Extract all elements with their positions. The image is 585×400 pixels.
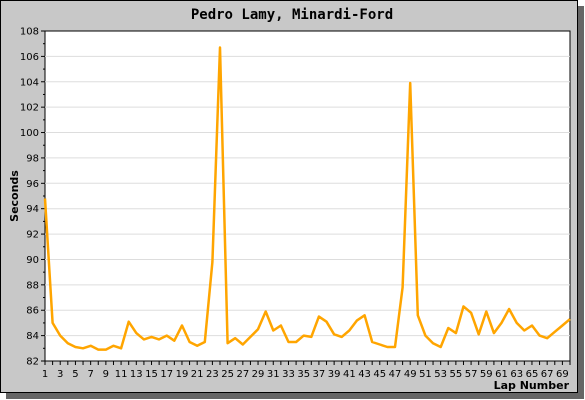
gridlines — [45, 55, 570, 337]
x-tick-label: 21 — [191, 369, 204, 380]
x-tick-label: 47 — [389, 369, 402, 380]
x-tick-label: 23 — [206, 369, 219, 380]
x-axis-label: Lap Number — [494, 379, 570, 392]
x-tick-label: 11 — [115, 369, 128, 380]
x-tick-label: 15 — [145, 369, 158, 380]
x-tick-label: 67 — [541, 369, 554, 380]
x-tick-label: 29 — [252, 369, 265, 380]
x-tick-label: 41 — [343, 369, 356, 380]
x-tick-label: 3 — [57, 369, 63, 380]
x-tick-label: 31 — [267, 369, 280, 380]
y-tick-label: 92 — [26, 230, 39, 241]
y-tick-label: 104 — [20, 77, 39, 88]
x-tick-label: 1 — [42, 369, 48, 380]
y-tick-label: 88 — [26, 280, 39, 291]
x-tick-label: 55 — [450, 369, 463, 380]
x-tick-label: 49 — [404, 369, 417, 380]
series-line-lap-times — [43, 46, 571, 351]
y-tick-label: 100 — [20, 128, 39, 139]
x-tick-label: 25 — [221, 369, 234, 380]
x-tick-label: 13 — [130, 369, 143, 380]
x-tick-label: 61 — [495, 369, 508, 380]
y-tick-label: 94 — [26, 204, 39, 215]
chart-title: Pedro Lamy, Minardi-Ford — [191, 7, 393, 23]
x-tick-label: 37 — [313, 369, 326, 380]
x-tick-label: 33 — [282, 369, 295, 380]
x-tick-label: 51 — [419, 369, 432, 380]
x-tick-label: 59 — [480, 369, 493, 380]
x-tick-label: 19 — [176, 369, 189, 380]
x-tick-label: 53 — [434, 369, 447, 380]
y-axis-label: Seconds — [8, 170, 21, 222]
x-tick-label: 43 — [358, 369, 371, 380]
y-axis-ticks: 82 84 86 88 90 92 94 96 98 100 102 104 106 108 — [20, 27, 45, 368]
y-tick-label: 90 — [26, 255, 39, 266]
x-tick-label: 69 — [556, 369, 569, 380]
y-tick-label: 102 — [20, 103, 39, 114]
x-tick-label: 35 — [297, 369, 310, 380]
x-tick-label: 65 — [526, 369, 539, 380]
y-tick-label: 98 — [26, 153, 39, 164]
x-tick-label: 27 — [236, 369, 249, 380]
y-tick-label: 106 — [20, 52, 39, 63]
x-axis-ticks: 1 3 5 7 9 11 13 15 17 19 21 23 25 27 29 31 33 35 37 39 41 43 4… — [42, 361, 571, 380]
x-tick-label: 5 — [72, 369, 78, 380]
plot-area — [44, 30, 571, 362]
y-tick-label: 84 — [26, 331, 39, 342]
x-tick-label: 39 — [328, 369, 341, 380]
x-tick-label: 45 — [373, 369, 386, 380]
y-tick-label: 82 — [26, 357, 39, 368]
y-tick-label: 108 — [20, 27, 39, 38]
x-tick-label: 57 — [465, 369, 478, 380]
x-tick-label: 17 — [160, 369, 173, 380]
x-tick-label: 9 — [103, 369, 109, 380]
x-tick-label: 7 — [87, 369, 93, 380]
y-tick-label: 86 — [26, 306, 39, 317]
x-tick-label: 63 — [510, 369, 523, 380]
y-tick-label: 96 — [26, 179, 39, 190]
